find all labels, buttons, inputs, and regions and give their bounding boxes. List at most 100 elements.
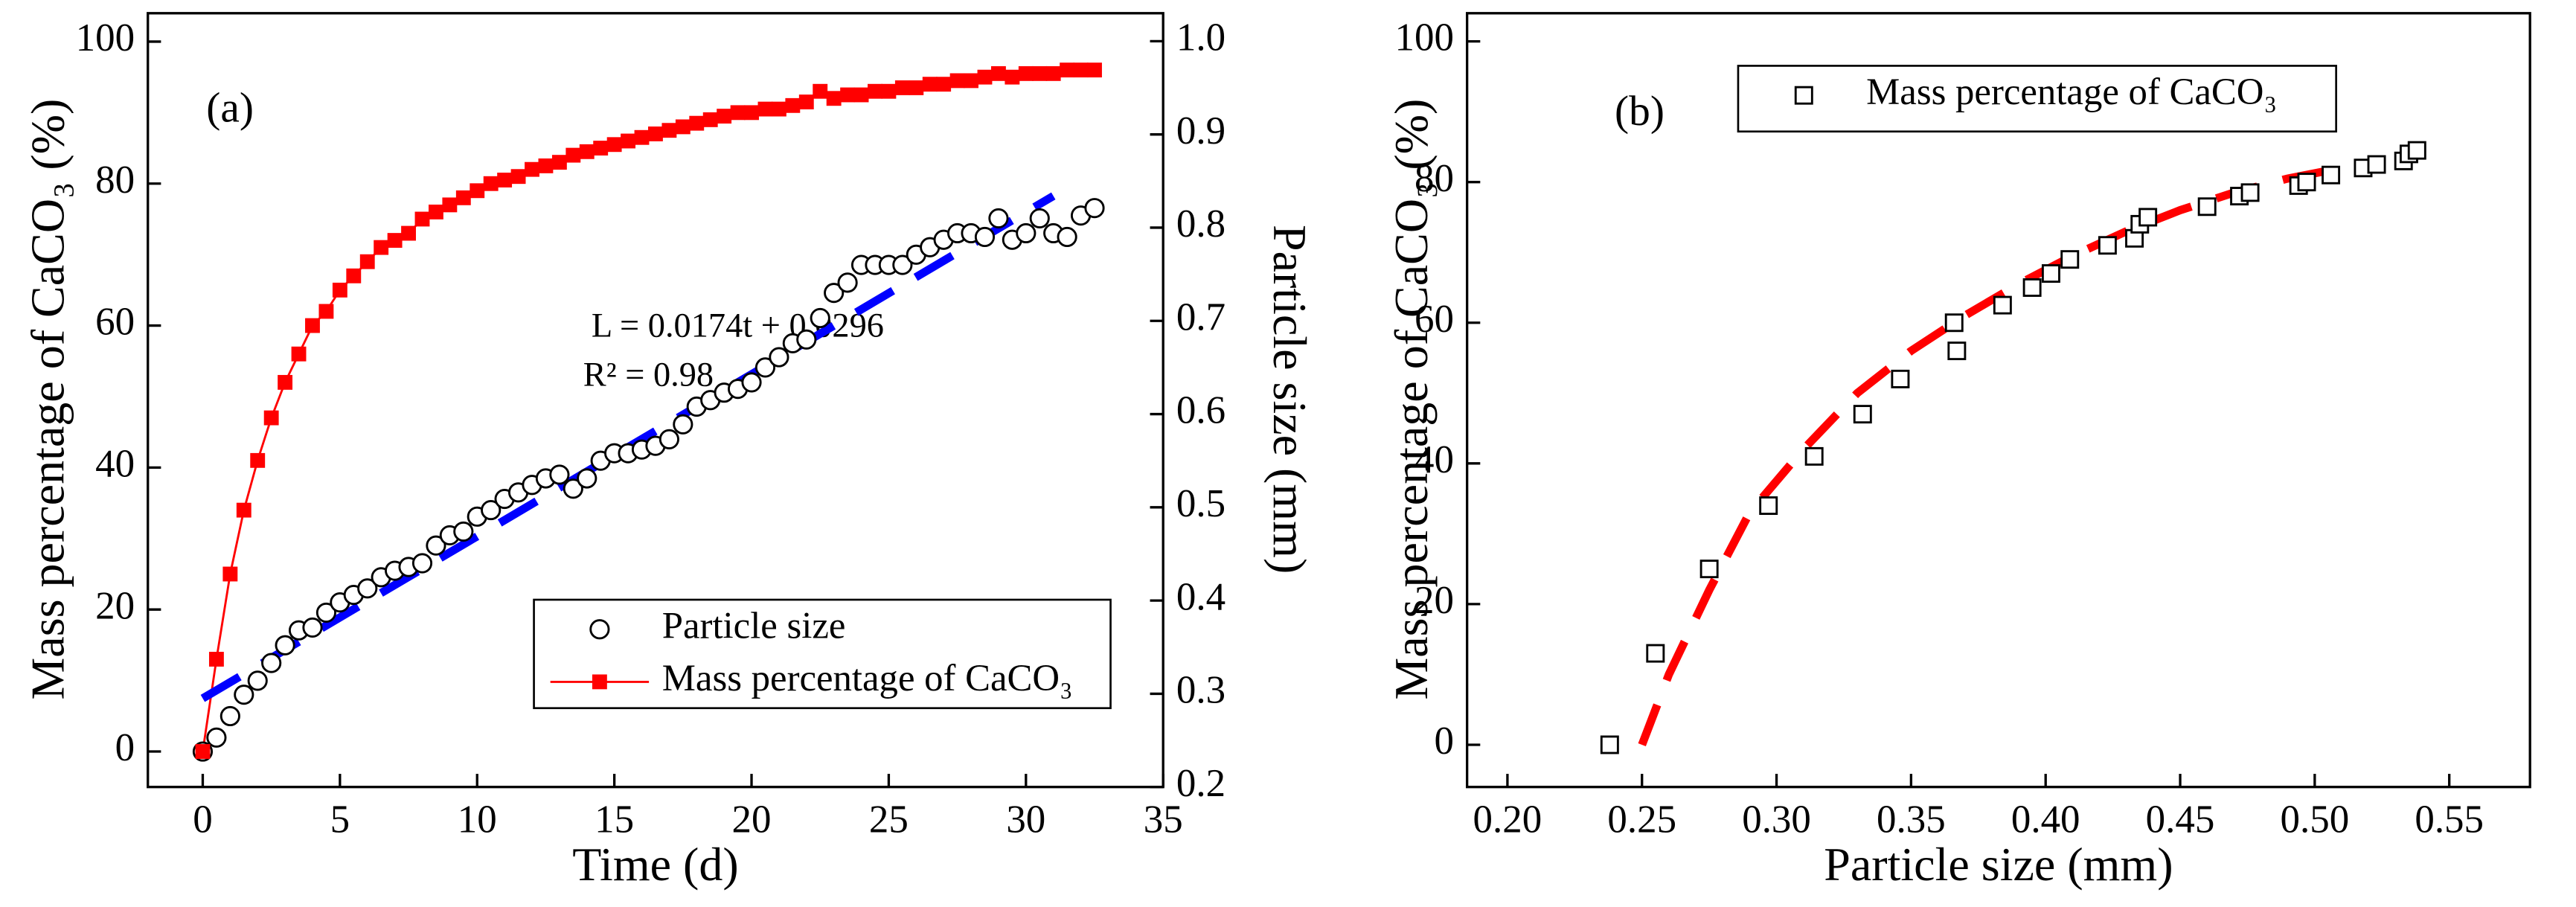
point [1759,496,1778,516]
point [964,73,978,89]
point [291,346,307,362]
point [497,173,513,188]
point [990,65,1006,81]
point [1944,313,1964,333]
point [974,226,996,248]
point [2060,250,2080,269]
point [525,161,539,177]
point [261,653,282,673]
legend-box [1737,65,2337,133]
point [769,347,789,368]
x-tick-label: 0 [193,798,212,841]
point [577,468,597,489]
point [250,452,266,468]
x-tick-label: 0.45 [2146,798,2215,841]
point [840,87,856,103]
annotation: R² = 0.98 [583,356,714,394]
y2-tick-label: 1.0 [1176,16,1225,60]
point [1045,65,1061,81]
plot-frame [147,12,1164,789]
point [220,705,240,727]
x-tick-label: 0.55 [2415,798,2484,841]
y-axis-label: Mass percentage of CaCO₃ (%) [1385,99,1438,700]
fit-line [1638,164,2343,746]
y2-tick-label: 0.8 [1176,202,1225,246]
point [853,87,869,103]
point [247,670,268,691]
plot-frame [1466,12,2531,789]
point [1087,63,1102,78]
y2-tick-label: 0.7 [1176,295,1225,339]
legend-box [533,598,1112,710]
y2-tick-label: 0.9 [1176,109,1225,153]
point [579,144,595,159]
y-tick-label: 80 [1414,157,1454,200]
point [1016,222,1037,244]
y2-tick-label: 0.5 [1176,482,1225,525]
x-axis-label: Time (d) [572,838,739,891]
point [401,225,416,241]
legend-marker [592,674,607,690]
point [510,169,526,185]
y2-tick-label: 0.6 [1176,389,1225,432]
point [442,197,458,213]
point [236,502,251,518]
point [936,77,952,92]
point [606,137,622,153]
x-tick-label: 0.25 [1607,798,1676,841]
point [332,282,347,298]
point [414,211,430,227]
point [593,141,609,156]
point [744,105,759,121]
x-tick-label: 30 [1006,798,1045,841]
point [222,566,238,582]
point [754,357,776,378]
x-tick-label: 35 [1144,798,1183,841]
panel-label: (b) [1615,88,1665,135]
point [481,500,502,521]
point [1084,198,1105,219]
point [977,69,993,85]
x-tick-label: 15 [595,798,634,841]
point [302,617,323,638]
point [1005,69,1020,85]
point [813,83,828,99]
point [949,73,965,89]
point [771,101,786,117]
point [563,478,583,499]
x-tick-label: 25 [869,798,909,841]
point [1853,405,1872,424]
point [1600,735,1619,754]
legend-label: Particle size [662,604,846,646]
point [1993,295,2012,315]
point [661,123,677,138]
point [892,254,913,275]
y-tick-label: 80 [95,158,135,202]
point [359,254,375,269]
point [538,158,554,173]
point [278,374,293,390]
y-tick-label: 100 [76,16,135,60]
point [551,155,567,170]
legend-marker [1794,86,1813,105]
y-tick-label: 60 [95,301,135,344]
point [305,318,320,333]
point [1699,560,1719,579]
point [826,91,842,106]
point [2367,155,2386,174]
point [1646,644,1665,663]
point [909,80,924,95]
point [1060,63,1075,78]
point [208,652,224,667]
point [2197,197,2217,217]
x-tick-label: 0.20 [1473,798,1542,841]
point [675,119,691,135]
y-tick-label: 60 [1414,298,1454,341]
point [1032,65,1048,81]
point [318,304,334,319]
point [1057,226,1077,248]
panel-label: (a) [206,84,254,131]
y2-tick-label: 0.4 [1176,575,1225,618]
point [1947,342,1967,361]
point [483,176,499,191]
